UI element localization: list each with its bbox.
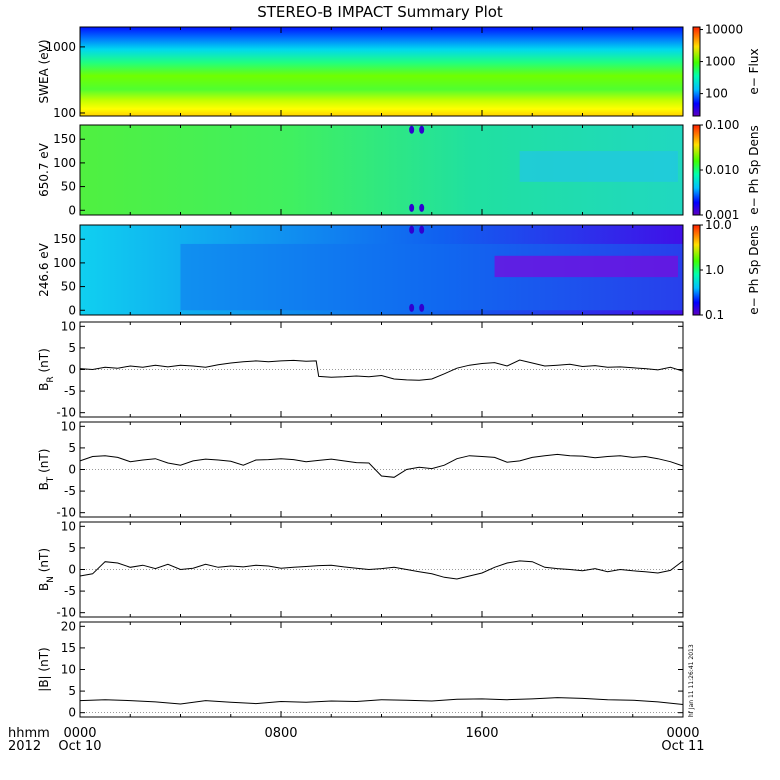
y-tick-label: 15	[61, 641, 76, 655]
y-tick-label: 10	[61, 519, 76, 533]
x-tick-label: 0800	[264, 726, 297, 741]
x-tick-label: 0000	[63, 726, 96, 741]
colorbar-label: e− Ph Sp Dens	[747, 125, 761, 214]
y-tick-label: 0	[68, 463, 76, 477]
y-tick-label: -10	[56, 406, 76, 420]
colorbar-tick-label: 10.0	[705, 218, 732, 232]
y-tick-label: 10	[61, 663, 76, 677]
colorbar-tick-label: 100	[705, 87, 728, 101]
y-axis-label: |B| (nT)	[37, 647, 51, 691]
x-tick-label: 0000	[666, 726, 699, 741]
y-tick-label: 0	[68, 563, 76, 577]
heatmap-spot	[409, 203, 415, 212]
y-axis-label: SWEA (eV)	[37, 39, 51, 103]
colorbar-swea	[692, 26, 701, 117]
y-tick-label: 0	[68, 203, 76, 217]
colorbar-tick-label: 0.001	[705, 208, 739, 222]
colorbar-tick-label: 0.010	[705, 163, 739, 177]
y-tick-label: 20	[61, 619, 76, 633]
colorbar-pad650	[692, 124, 701, 216]
y-tick-label: 50	[61, 180, 76, 194]
heatmap-spot	[419, 303, 425, 312]
y-tick-label: 5	[68, 684, 76, 698]
series-line-bn	[79, 560, 684, 580]
panel-bt: -10 -5 0 5 10 BT (nT)	[37, 419, 684, 520]
y-tick-label: 1000	[45, 40, 76, 54]
y-tick-label: 150	[53, 132, 76, 146]
heatmap-spot	[419, 225, 425, 234]
y-tick-label: -5	[64, 484, 76, 498]
colorbar-tick-label: 0.1	[705, 308, 724, 322]
y-tick-label: 0	[68, 706, 76, 720]
y-tick-label: 5	[68, 441, 76, 455]
heatmap-spot	[419, 203, 425, 212]
y-tick-label: 0	[68, 303, 76, 317]
y-axis-label: 246.6 eV	[37, 242, 51, 297]
panel-bmag: 0 5 10 15 20 |B| (nT)	[37, 619, 684, 720]
y-tick-label: 10	[61, 319, 76, 333]
y-tick-label: 50	[61, 280, 76, 294]
x-date-label: Oct 11	[661, 739, 704, 754]
y-tick-label: -10	[56, 606, 76, 620]
x-unit-label: hhmm	[8, 726, 50, 741]
colorbar-label: e− Flux	[747, 48, 761, 94]
heatmap-spot	[409, 303, 415, 312]
y-tick-label: 5	[68, 541, 76, 555]
y-tick-label: 100	[53, 106, 76, 120]
heatmap-patch	[519, 151, 678, 182]
colorbar-tick-label: 10000	[705, 23, 743, 37]
colorbar-tick-label: 0.100	[705, 118, 739, 132]
heatmap-patch	[494, 255, 678, 278]
y-tick-label: 5	[68, 341, 76, 355]
colorbar-tick-label: 1000	[705, 55, 736, 69]
y-axis-label: BT (nT)	[37, 449, 56, 491]
heatmap-spot	[409, 125, 415, 134]
series-line-bt	[79, 453, 684, 478]
generation-stamp: hf Jan 11 11:26:41 2013	[688, 644, 695, 717]
y-tick-label: 100	[53, 156, 76, 170]
panel-pad650: 0.001 0.010 0.100 e− Ph Sp Dens 0 50 100 150650…	[37, 118, 761, 222]
colorbar-label: e− Ph Sp Dens	[747, 225, 761, 314]
y-tick-label: 0	[68, 363, 76, 377]
panel-br: -10 -5 0 5 10 BR (nT)	[37, 319, 684, 420]
x-year-label: 2012	[8, 739, 41, 754]
y-tick-label: 100	[53, 256, 76, 270]
y-axis-label: BR (nT)	[37, 348, 56, 391]
series-line-br	[79, 359, 684, 381]
y-axis-label: BN (nT)	[37, 548, 56, 591]
colorbar-pad246	[692, 224, 701, 316]
y-tick-label: -5	[64, 584, 76, 598]
plot-title: STEREO-B IMPACT Summary Plot	[257, 3, 503, 21]
colorbar-tick-label: 1.0	[705, 263, 724, 277]
x-tick-label: 1600	[465, 726, 498, 741]
heatmap-swea	[80, 27, 683, 116]
y-tick-label: 10	[61, 419, 76, 433]
panel-bn: -10 -5 0 5 10 BN (nT)	[37, 519, 684, 620]
y-tick-label: 150	[53, 232, 76, 246]
x-date-label: Oct 10	[58, 739, 101, 754]
heatmap-spot	[419, 125, 425, 134]
y-axis-label: 650.7 eV	[37, 142, 51, 197]
heatmap-spot	[409, 225, 415, 234]
y-tick-label: -5	[64, 384, 76, 398]
series-line-bmag	[79, 697, 684, 705]
y-tick-label: -10	[56, 506, 76, 520]
